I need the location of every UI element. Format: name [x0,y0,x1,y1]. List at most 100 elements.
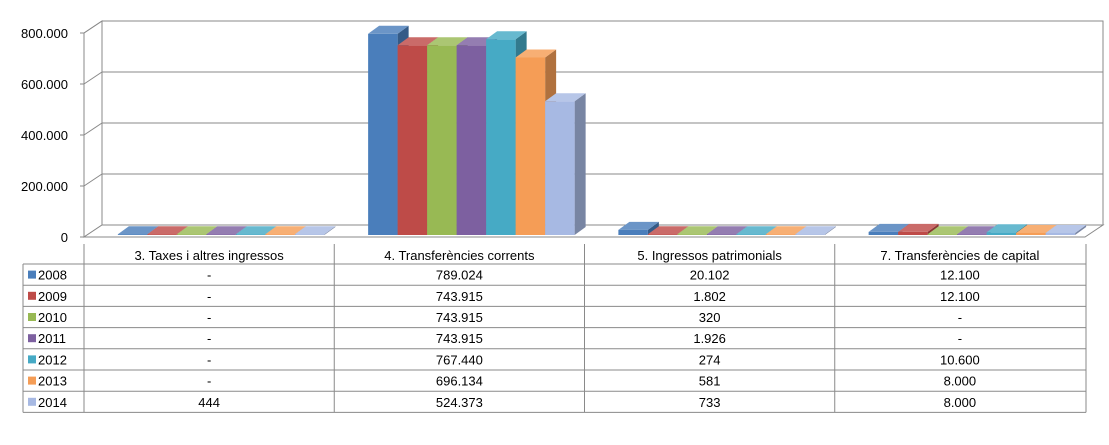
data-label: - [958,331,962,346]
bar-front [397,45,428,236]
bar-front [927,234,958,235]
data-label: 743.915 [436,331,483,346]
bar-front [986,232,1017,235]
data-label: 733 [699,395,721,410]
bar-top [868,223,910,232]
data-label: - [207,310,211,325]
category-label: 4. Transferències corrents [384,248,535,263]
gridlines [83,20,1103,187]
data-label: 444 [198,395,220,410]
bar-top [677,226,718,235]
data-label: 12.100 [940,268,980,283]
gridline [83,20,1103,34]
bar [1045,224,1087,235]
bar-front [765,234,796,235]
category-label: 3. Taxes i altres ingressos [134,248,284,263]
bar-front [647,234,678,235]
data-label: - [207,374,211,389]
y-tick-label: 600.000 [21,77,68,92]
bar-top [736,226,777,235]
bar-top [427,37,468,46]
data-label: 1.926 [693,331,726,346]
bar-top [265,226,306,235]
data-label: 767.440 [436,352,483,367]
data-label: 274 [699,352,721,367]
y-tick-label: 200.000 [21,179,68,194]
bar-front [898,231,928,235]
bar-side [647,221,659,235]
legend-label: 2011 [38,331,66,346]
legend-swatch [28,313,36,321]
data-label: - [207,352,211,367]
bar-front [176,234,207,235]
bar-front [456,45,487,236]
legend-swatch [28,397,36,406]
bar-front [147,234,177,235]
bar-top [515,49,557,58]
legend-label: 2013 [38,374,67,389]
data-label: 524.373 [436,395,483,410]
bar-top [397,37,439,46]
data-label: 1.802 [693,289,726,304]
category-label: 7. Transferències de capital [880,248,1039,263]
legend-swatch [28,334,36,343]
bar-front [677,234,707,235]
data-label: 696.134 [436,374,483,389]
bar-front [427,45,457,236]
bar-front [206,234,236,235]
bar-front [1016,232,1046,235]
data-table: 3. Taxes i altres ingressos 4. Transferèn… [22,244,1087,413]
gridline [83,122,1103,136]
gridline [83,173,1103,187]
bars [117,25,1087,236]
bar-front [265,234,295,235]
bar-top [117,226,159,235]
floor [82,224,1105,238]
data-label: 8.000 [944,395,977,410]
chart-walls [82,20,1105,238]
y-axis: 0 200.000 400.000 600.000 800.000 [21,26,84,245]
bar-top [795,226,836,235]
y-tick-label: 800.000 [21,26,68,41]
bar-top [706,226,748,235]
legend-label: 2008 [38,268,67,283]
bar-top [294,226,336,235]
bar-front [1045,232,1076,235]
bar-top [618,221,659,230]
data-label: 12.100 [940,289,980,304]
bar-side [324,226,336,235]
bar-front [736,234,766,235]
data-label: - [207,331,211,346]
bar-front [515,57,546,236]
data-label: 8.000 [944,374,977,389]
legend-swatch [28,376,36,385]
bar-top [368,25,409,34]
legend-label: 2012 [38,352,67,367]
bar-front [706,234,737,235]
bar-front [957,234,987,235]
bar-front [486,39,516,236]
gridline [83,71,1103,85]
bar-top [927,226,969,235]
bar-front [117,234,148,235]
y-tick-label: 400.000 [21,128,68,143]
bar-top [765,226,807,235]
bar-top [147,226,188,235]
bar-front [868,231,899,235]
legend-swatch [28,355,36,364]
bar-top [986,224,1028,233]
legend-swatch [28,270,36,279]
data-label: 743.915 [436,310,483,325]
bar [618,221,659,235]
bar-top [206,226,247,235]
data-label: 789.024 [436,268,483,283]
data-label: - [207,268,211,283]
bar-side [824,226,836,235]
bar-top [486,31,527,40]
bar-front [545,101,575,235]
bar-top [1045,224,1087,233]
data-label: 743.915 [436,289,483,304]
legend-label: 2014 [38,395,67,410]
bar-front [618,229,648,235]
